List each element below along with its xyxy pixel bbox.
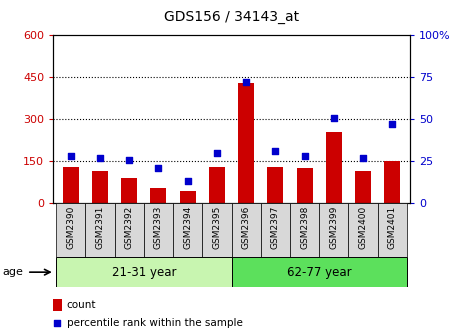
- Point: [67, 154, 75, 159]
- Bar: [261, 203, 290, 257]
- Text: percentile rank within the sample: percentile rank within the sample: [67, 318, 243, 328]
- Bar: [202, 203, 232, 257]
- Bar: [319, 203, 348, 257]
- Point: [125, 157, 133, 162]
- Bar: [232, 203, 261, 257]
- Bar: [63, 167, 79, 203]
- Bar: [378, 203, 407, 257]
- Bar: [296, 168, 313, 203]
- Text: count: count: [67, 300, 96, 310]
- Bar: [384, 161, 400, 203]
- Point: [359, 155, 367, 161]
- Bar: [267, 167, 283, 203]
- Bar: [232, 257, 407, 287]
- Bar: [56, 203, 85, 257]
- Point: [330, 115, 338, 120]
- Text: age: age: [2, 267, 23, 277]
- Text: GSM2391: GSM2391: [95, 206, 105, 249]
- Point: [388, 122, 396, 127]
- Point: [54, 320, 61, 326]
- Bar: [115, 203, 144, 257]
- Bar: [56, 257, 232, 287]
- Bar: [348, 203, 378, 257]
- Point: [155, 165, 162, 171]
- Bar: [173, 203, 202, 257]
- Text: GSM2394: GSM2394: [183, 206, 192, 249]
- Text: 62-77 year: 62-77 year: [287, 266, 351, 279]
- Text: GSM2395: GSM2395: [213, 206, 221, 249]
- Bar: [326, 132, 342, 203]
- Point: [213, 150, 220, 156]
- Point: [272, 149, 279, 154]
- Text: 21-31 year: 21-31 year: [112, 266, 176, 279]
- Bar: [85, 203, 115, 257]
- Text: GSM2397: GSM2397: [271, 206, 280, 249]
- Text: GSM2396: GSM2396: [242, 206, 250, 249]
- Bar: [144, 203, 173, 257]
- Bar: [290, 203, 319, 257]
- Text: GSM2392: GSM2392: [125, 206, 134, 249]
- Text: GSM2398: GSM2398: [300, 206, 309, 249]
- Point: [243, 80, 250, 85]
- Bar: [53, 299, 62, 311]
- Bar: [180, 191, 196, 203]
- Point: [96, 155, 104, 161]
- Text: GSM2399: GSM2399: [329, 206, 338, 249]
- Point: [184, 179, 191, 184]
- Point: [301, 154, 308, 159]
- Text: GSM2400: GSM2400: [358, 206, 368, 249]
- Text: GSM2393: GSM2393: [154, 206, 163, 249]
- Text: GDS156 / 34143_at: GDS156 / 34143_at: [164, 10, 299, 24]
- Bar: [238, 83, 254, 203]
- Text: GSM2401: GSM2401: [388, 206, 397, 249]
- Bar: [121, 178, 137, 203]
- Bar: [92, 171, 108, 203]
- Bar: [150, 188, 167, 203]
- Bar: [209, 167, 225, 203]
- Bar: [355, 171, 371, 203]
- Text: GSM2390: GSM2390: [66, 206, 75, 249]
